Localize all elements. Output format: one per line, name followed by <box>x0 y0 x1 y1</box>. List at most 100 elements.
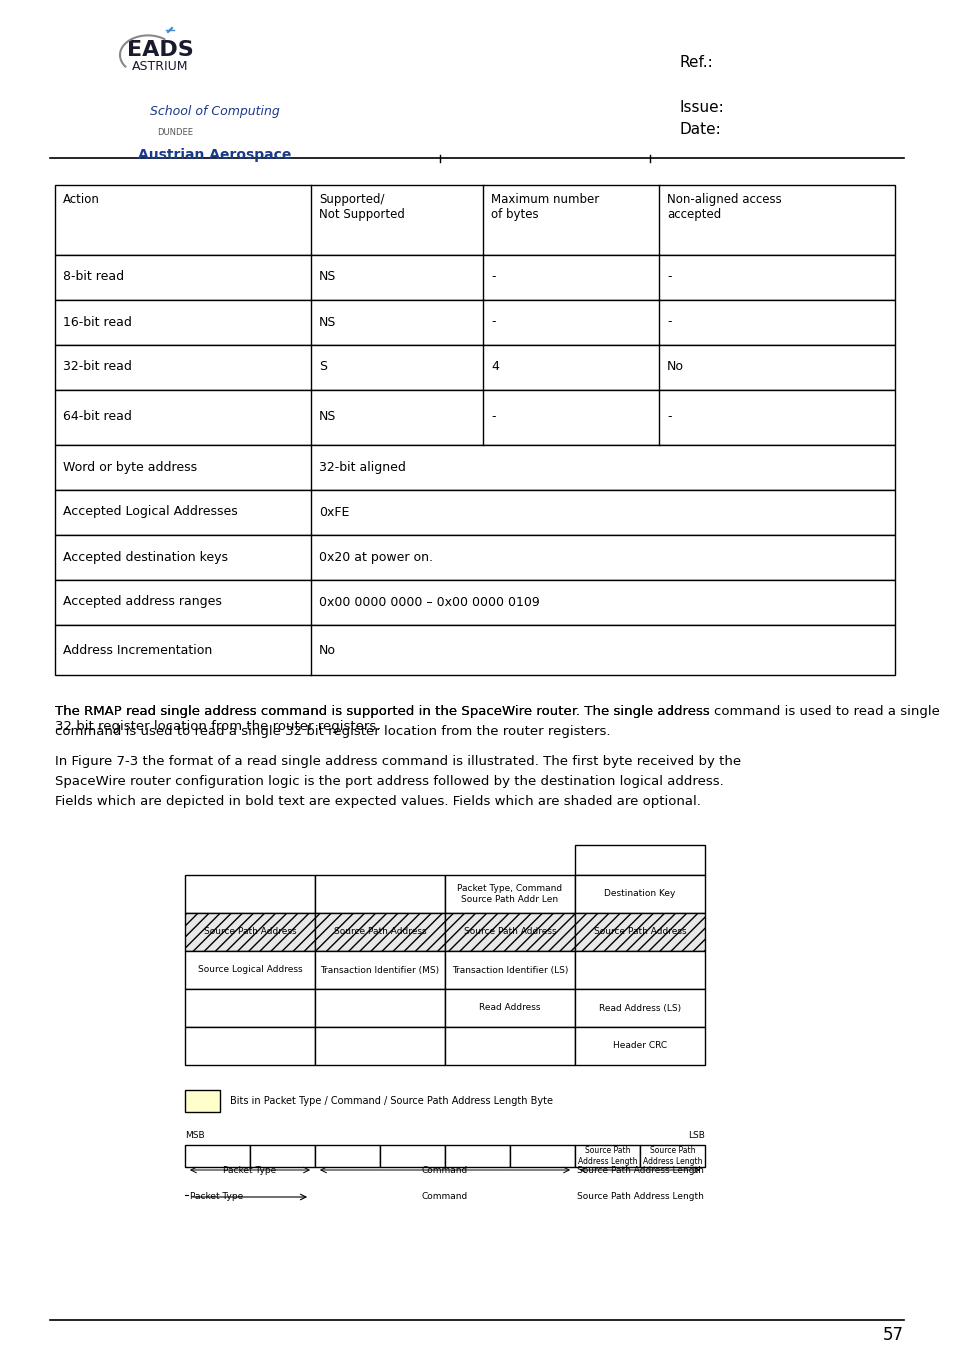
Text: Packet Type: Packet Type <box>190 1192 243 1202</box>
Bar <box>314 950 444 990</box>
Text: Packet Type, Command
Source Path Addr Len: Packet Type, Command Source Path Addr Le… <box>456 884 562 903</box>
Text: 32-bit read: 32-bit read <box>63 360 132 374</box>
Bar <box>314 913 444 950</box>
Text: 4: 4 <box>491 360 498 374</box>
Bar <box>444 1027 575 1065</box>
Text: Read Address (LS): Read Address (LS) <box>598 1003 680 1012</box>
Bar <box>185 1089 220 1112</box>
Text: 0xFE: 0xFE <box>318 505 349 518</box>
Text: MSB: MSB <box>185 1130 204 1139</box>
Text: Source Path
Address Length: Source Path Address Length <box>642 1146 701 1165</box>
Text: Supported/
Not Supported: Supported/ Not Supported <box>318 193 404 221</box>
Bar <box>55 625 894 675</box>
Bar <box>185 1027 314 1065</box>
Text: Command: Command <box>421 1192 468 1202</box>
Text: No: No <box>318 644 335 656</box>
Bar <box>575 1027 704 1065</box>
Bar <box>55 490 894 535</box>
Text: -: - <box>491 316 495 328</box>
Text: 64-bit read: 64-bit read <box>63 410 132 424</box>
Text: NS: NS <box>318 410 336 424</box>
Text: Source Path Address: Source Path Address <box>204 927 296 937</box>
Bar <box>55 255 894 300</box>
Text: 8-bit read: 8-bit read <box>63 270 124 284</box>
Bar <box>575 845 704 875</box>
Bar <box>185 875 314 913</box>
Bar <box>314 990 444 1027</box>
Text: DUNDEE: DUNDEE <box>157 128 193 136</box>
Text: 0x00 0000 0000 – 0x00 0000 0109: 0x00 0000 0000 – 0x00 0000 0109 <box>318 595 539 609</box>
Bar <box>55 185 894 255</box>
Text: Accepted destination keys: Accepted destination keys <box>63 551 228 563</box>
Text: ASTRIUM: ASTRIUM <box>132 59 188 73</box>
Text: The RMAP read single address command is supported in the SpaceWire router. The s: The RMAP read single address command is … <box>55 705 709 718</box>
Text: Word or byte address: Word or byte address <box>63 460 197 474</box>
Text: In Figure 7-3 the format of a read single address command is illustrated. The fi: In Figure 7-3 the format of a read singl… <box>55 755 740 768</box>
Text: -: - <box>491 270 495 284</box>
Bar <box>55 580 894 625</box>
Text: SpaceWire router configuration logic is the port address followed by the destina: SpaceWire router configuration logic is … <box>55 775 723 788</box>
Bar <box>185 950 314 990</box>
Bar <box>185 1145 250 1166</box>
Text: Header CRC: Header CRC <box>612 1041 666 1050</box>
Bar <box>444 913 575 950</box>
Text: Source Path Address: Source Path Address <box>463 927 556 937</box>
Text: Read Address: Read Address <box>478 1003 540 1012</box>
Bar <box>575 875 704 913</box>
Bar <box>444 1145 510 1166</box>
Text: School of Computing: School of Computing <box>150 105 279 117</box>
Bar <box>314 1145 379 1166</box>
Text: -: - <box>491 410 495 424</box>
Text: Source Path Address Length: Source Path Address Length <box>576 1192 702 1202</box>
Bar <box>510 1145 575 1166</box>
Bar <box>444 950 575 990</box>
Text: S: S <box>318 360 327 374</box>
Text: Ref.:: Ref.: <box>679 55 713 70</box>
Text: -: - <box>666 270 671 284</box>
Text: -: - <box>666 410 671 424</box>
Text: Transaction Identifier (MS): Transaction Identifier (MS) <box>320 965 439 975</box>
Bar <box>444 875 575 913</box>
Text: Packet Type: Packet Type <box>223 1166 276 1174</box>
Bar <box>55 446 894 490</box>
Text: No: No <box>666 360 683 374</box>
Text: Issue:: Issue: <box>679 100 724 115</box>
Text: Source Logical Address: Source Logical Address <box>197 965 302 975</box>
Text: Austrian Aerospace: Austrian Aerospace <box>138 148 292 162</box>
Text: Bits in Packet Type / Command / Source Path Address Length Byte: Bits in Packet Type / Command / Source P… <box>230 1096 553 1106</box>
Text: Non-aligned access
accepted: Non-aligned access accepted <box>666 193 781 221</box>
Bar <box>55 300 894 346</box>
Text: Address Incrementation: Address Incrementation <box>63 644 212 656</box>
Text: Maximum number
of bytes: Maximum number of bytes <box>491 193 598 221</box>
Text: Source Path Address Length: Source Path Address Length <box>576 1166 702 1174</box>
Text: NS: NS <box>318 270 336 284</box>
Text: 16-bit read: 16-bit read <box>63 316 132 328</box>
Text: Date:: Date: <box>679 122 721 136</box>
Text: Accepted address ranges: Accepted address ranges <box>63 595 222 609</box>
Text: NS: NS <box>318 316 336 328</box>
Bar <box>185 990 314 1027</box>
Text: Fields which are depicted in bold text are expected values. Fields which are sha: Fields which are depicted in bold text a… <box>55 795 700 809</box>
Bar <box>575 950 704 990</box>
Text: 57: 57 <box>882 1326 903 1345</box>
Text: command is used to read a single 32 bit register location from the router regist: command is used to read a single 32 bit … <box>55 725 610 738</box>
Bar <box>55 346 894 390</box>
Bar <box>185 913 314 950</box>
Bar <box>575 1145 639 1166</box>
Bar <box>575 913 704 950</box>
Bar <box>314 1027 444 1065</box>
Text: Action: Action <box>63 193 100 207</box>
Bar <box>55 390 894 446</box>
Text: The RMAP read single address command is supported in the SpaceWire router. The s: The RMAP read single address command is … <box>55 705 939 733</box>
Bar <box>314 875 444 913</box>
Bar <box>444 990 575 1027</box>
Bar <box>379 1145 444 1166</box>
Text: Source Path
Address Length: Source Path Address Length <box>578 1146 637 1165</box>
Text: EADS: EADS <box>127 40 193 59</box>
Text: Accepted Logical Addresses: Accepted Logical Addresses <box>63 505 237 518</box>
Text: LSB: LSB <box>687 1130 704 1139</box>
Bar <box>250 1145 314 1166</box>
Text: Source Path Address: Source Path Address <box>334 927 426 937</box>
Bar <box>55 535 894 580</box>
Text: 0x20 at power on.: 0x20 at power on. <box>318 551 433 563</box>
